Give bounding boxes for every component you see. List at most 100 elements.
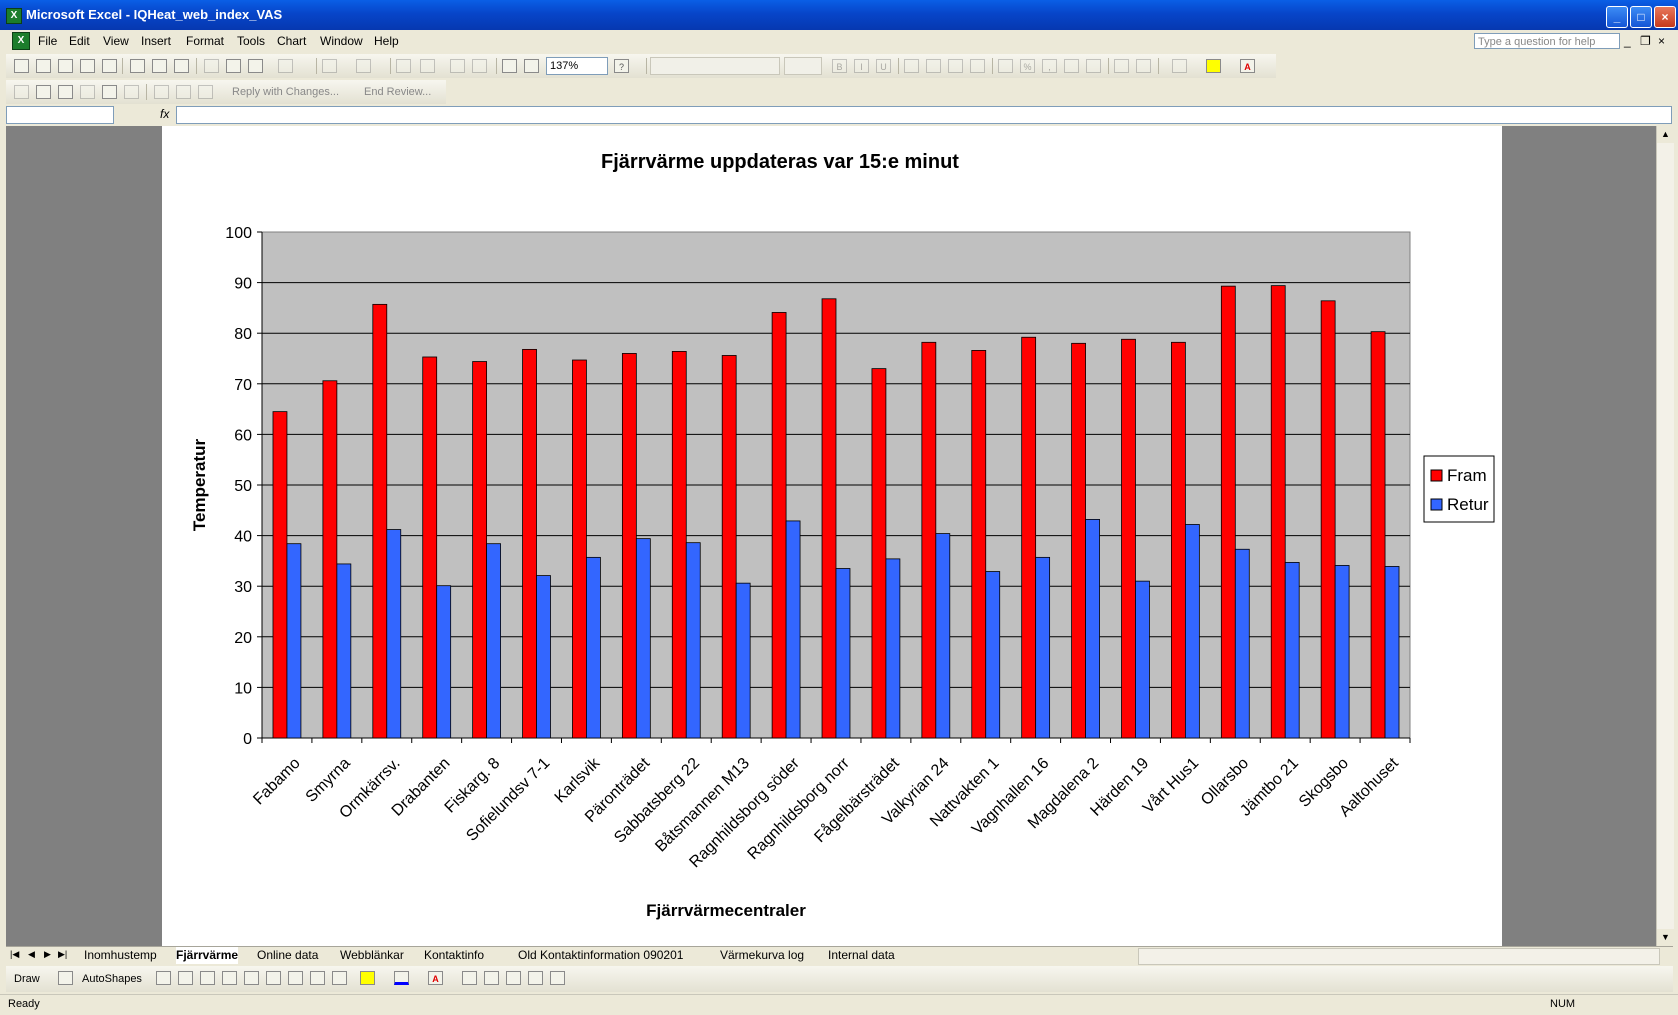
arrow-icon[interactable] <box>178 971 193 985</box>
menu-view[interactable]: View <box>103 34 129 48</box>
font-size-select[interactable] <box>784 57 822 75</box>
review-icon-8[interactable] <box>176 85 191 99</box>
zoom-select[interactable]: 137% <box>546 57 608 75</box>
align-left-icon[interactable] <box>904 59 919 73</box>
print-icon[interactable] <box>130 59 145 73</box>
italic-icon[interactable]: I <box>854 59 869 73</box>
bar-chart[interactable]: Fjärrvärme uppdateras var 15:e minut 0 10 2… <box>162 126 1502 946</box>
3d-icon[interactable] <box>550 971 565 985</box>
autoshapes-button[interactable]: AutoShapes <box>82 973 142 985</box>
sort-descending-icon[interactable] <box>472 59 487 73</box>
prev-sheet-icon[interactable]: ◀ <box>28 949 35 959</box>
chart-sheet[interactable]: Fjärrvärme uppdateras var 15:e minut 0 10 2… <box>162 126 1502 946</box>
print-preview-icon[interactable] <box>152 59 167 73</box>
review-icon-6[interactable] <box>124 85 139 99</box>
align-center-icon[interactable] <box>926 59 941 73</box>
cut-icon[interactable] <box>204 59 219 73</box>
menu-edit[interactable]: Edit <box>69 34 90 48</box>
help-icon[interactable]: ? <box>614 59 629 73</box>
menu-tools[interactable]: Tools <box>237 34 266 48</box>
new-icon[interactable] <box>14 59 29 73</box>
review-icon-7[interactable] <box>154 85 169 99</box>
percent-icon[interactable]: % <box>1020 59 1035 73</box>
diagram-icon[interactable] <box>288 971 303 985</box>
format-painter-icon[interactable] <box>278 59 293 73</box>
open-icon[interactable] <box>36 59 51 73</box>
review-icon-3[interactable] <box>58 85 73 99</box>
draw-fill-color-icon[interactable] <box>360 971 375 985</box>
decrease-indent-icon[interactable] <box>1114 59 1129 73</box>
scroll-up-icon[interactable]: ▲ <box>1657 126 1674 143</box>
menu-help[interactable]: Help <box>374 34 399 48</box>
tab-inomhustemp[interactable]: Inomhustemp <box>84 948 157 962</box>
next-sheet-icon[interactable]: ▶ <box>44 949 51 959</box>
review-icon-4[interactable] <box>80 85 95 99</box>
drawing-icon[interactable] <box>524 59 539 73</box>
oval-icon[interactable] <box>222 971 237 985</box>
reply-with-changes-button[interactable]: Reply with Changes... <box>232 86 339 98</box>
name-box[interactable] <box>6 106 114 124</box>
select-objects-icon[interactable] <box>58 971 73 985</box>
menu-chart[interactable]: Chart <box>277 34 307 48</box>
tab-varmekurva-log[interactable]: Värmekurva log <box>720 948 805 962</box>
tab-fjarrvarme[interactable]: Fjärrvärme <box>176 947 239 964</box>
rectangle-icon[interactable] <box>200 971 215 985</box>
borders-icon[interactable] <box>1172 59 1187 73</box>
maximize-button[interactable]: □ <box>1630 6 1652 28</box>
font-name-select[interactable] <box>650 57 780 75</box>
doc-restore-icon[interactable]: ❐ <box>1640 34 1651 48</box>
tab-old-kontaktinformation[interactable]: Old Kontaktinformation 090201 <box>518 948 684 962</box>
clip-art-icon[interactable] <box>310 971 325 985</box>
shadow-icon[interactable] <box>528 971 543 985</box>
spelling-icon[interactable] <box>174 59 189 73</box>
formula-input[interactable] <box>176 106 1672 124</box>
hyperlink-icon[interactable] <box>396 59 411 73</box>
minimize-button[interactable]: _ <box>1606 6 1628 28</box>
picture-icon[interactable] <box>332 971 347 985</box>
email-icon[interactable] <box>102 59 117 73</box>
tab-online-data[interactable]: Online data <box>257 948 319 962</box>
bold-icon[interactable]: B <box>832 59 847 73</box>
tab-webblankar[interactable]: Webblänkar <box>340 948 404 962</box>
align-right-icon[interactable] <box>948 59 963 73</box>
paste-icon[interactable] <box>248 59 263 73</box>
doc-close-icon[interactable]: × <box>1658 34 1666 48</box>
review-icon-2[interactable] <box>36 85 51 99</box>
menu-insert[interactable]: Insert <box>141 34 172 48</box>
menu-window[interactable]: Window <box>320 34 363 48</box>
arrow-style-icon[interactable] <box>506 971 521 985</box>
review-icon-1[interactable] <box>14 85 29 99</box>
tab-kontaktinfo[interactable]: Kontaktinfo <box>424 948 485 962</box>
currency-icon[interactable] <box>998 59 1013 73</box>
end-review-button[interactable]: End Review... <box>364 86 432 98</box>
fill-color-icon[interactable] <box>1206 59 1221 73</box>
scroll-down-icon[interactable]: ▼ <box>1657 929 1674 946</box>
review-icon-5[interactable] <box>102 85 117 99</box>
last-sheet-icon[interactable]: ▶| <box>58 949 68 959</box>
horizontal-scrollbar[interactable] <box>1138 948 1660 965</box>
sort-ascending-icon[interactable] <box>450 59 465 73</box>
permission-icon[interactable] <box>80 59 95 73</box>
wordart-icon[interactable] <box>266 971 281 985</box>
line-icon[interactable] <box>156 971 171 985</box>
help-search-input[interactable]: Type a question for help <box>1474 33 1620 49</box>
decrease-decimal-icon[interactable] <box>1086 59 1101 73</box>
menu-file[interactable]: File <box>38 34 58 48</box>
close-button[interactable]: × <box>1654 6 1676 28</box>
draw-menu-button[interactable]: Draw <box>14 973 40 985</box>
first-sheet-icon[interactable]: |◀ <box>10 949 20 959</box>
fx-label[interactable]: fx <box>160 107 170 121</box>
tab-internal-data[interactable]: Internal data <box>828 948 895 962</box>
autosum-icon[interactable] <box>420 59 435 73</box>
dash-style-icon[interactable] <box>484 971 499 985</box>
menu-format[interactable]: Format <box>186 34 225 48</box>
increase-indent-icon[interactable] <box>1136 59 1151 73</box>
draw-font-color-icon[interactable]: A <box>428 971 443 985</box>
comma-icon[interactable]: , <box>1042 59 1057 73</box>
vertical-scrollbar[interactable]: ▲ ▼ <box>1656 126 1674 946</box>
line-color-icon[interactable] <box>394 971 409 985</box>
copy-icon[interactable] <box>226 59 241 73</box>
font-color-icon[interactable]: A <box>1240 59 1255 73</box>
underline-icon[interactable]: U <box>876 59 891 73</box>
save-icon[interactable] <box>58 59 73 73</box>
